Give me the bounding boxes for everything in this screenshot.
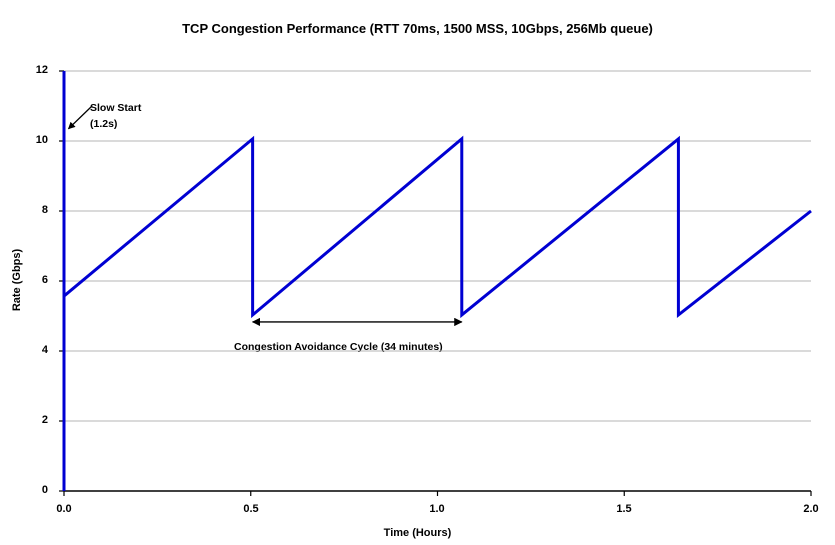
y-tick-label-8: 8 xyxy=(41,204,48,216)
axis-ticks xyxy=(59,70,812,496)
annotation-slow-start-line2: (1.2s) xyxy=(90,118,118,130)
annotation-congestion-cycle-label: Congestion Avoidance Cycle (34 minutes) xyxy=(234,341,443,353)
y-tick-label-2: 2 xyxy=(41,414,48,426)
data-series-line xyxy=(63,135,812,319)
annotation-slow-start-line1: Slow Start xyxy=(90,102,142,114)
y-tick-label-0: 0 xyxy=(41,484,48,496)
y-tick-label-12: 12 xyxy=(35,64,48,76)
y-tick-label-10: 10 xyxy=(35,134,48,146)
y-tick-label-4: 4 xyxy=(41,344,48,356)
y-tick-label-6: 6 xyxy=(41,274,48,286)
gridlines xyxy=(64,70,811,422)
x-axis-label: Time (Hours) xyxy=(383,527,452,539)
chart-title: TCP Congestion Performance (RTT 70ms, 15… xyxy=(182,21,653,36)
slow-start-arrow-icon xyxy=(67,105,93,130)
x-tick-label-4: 2.0 xyxy=(803,503,819,515)
x-tick-label-3: 1.5 xyxy=(616,503,632,515)
x-tick-label-2: 1.0 xyxy=(429,503,445,515)
x-tick-label-1: 0.5 xyxy=(243,503,259,515)
x-tick-label-0: 0.0 xyxy=(56,503,72,515)
